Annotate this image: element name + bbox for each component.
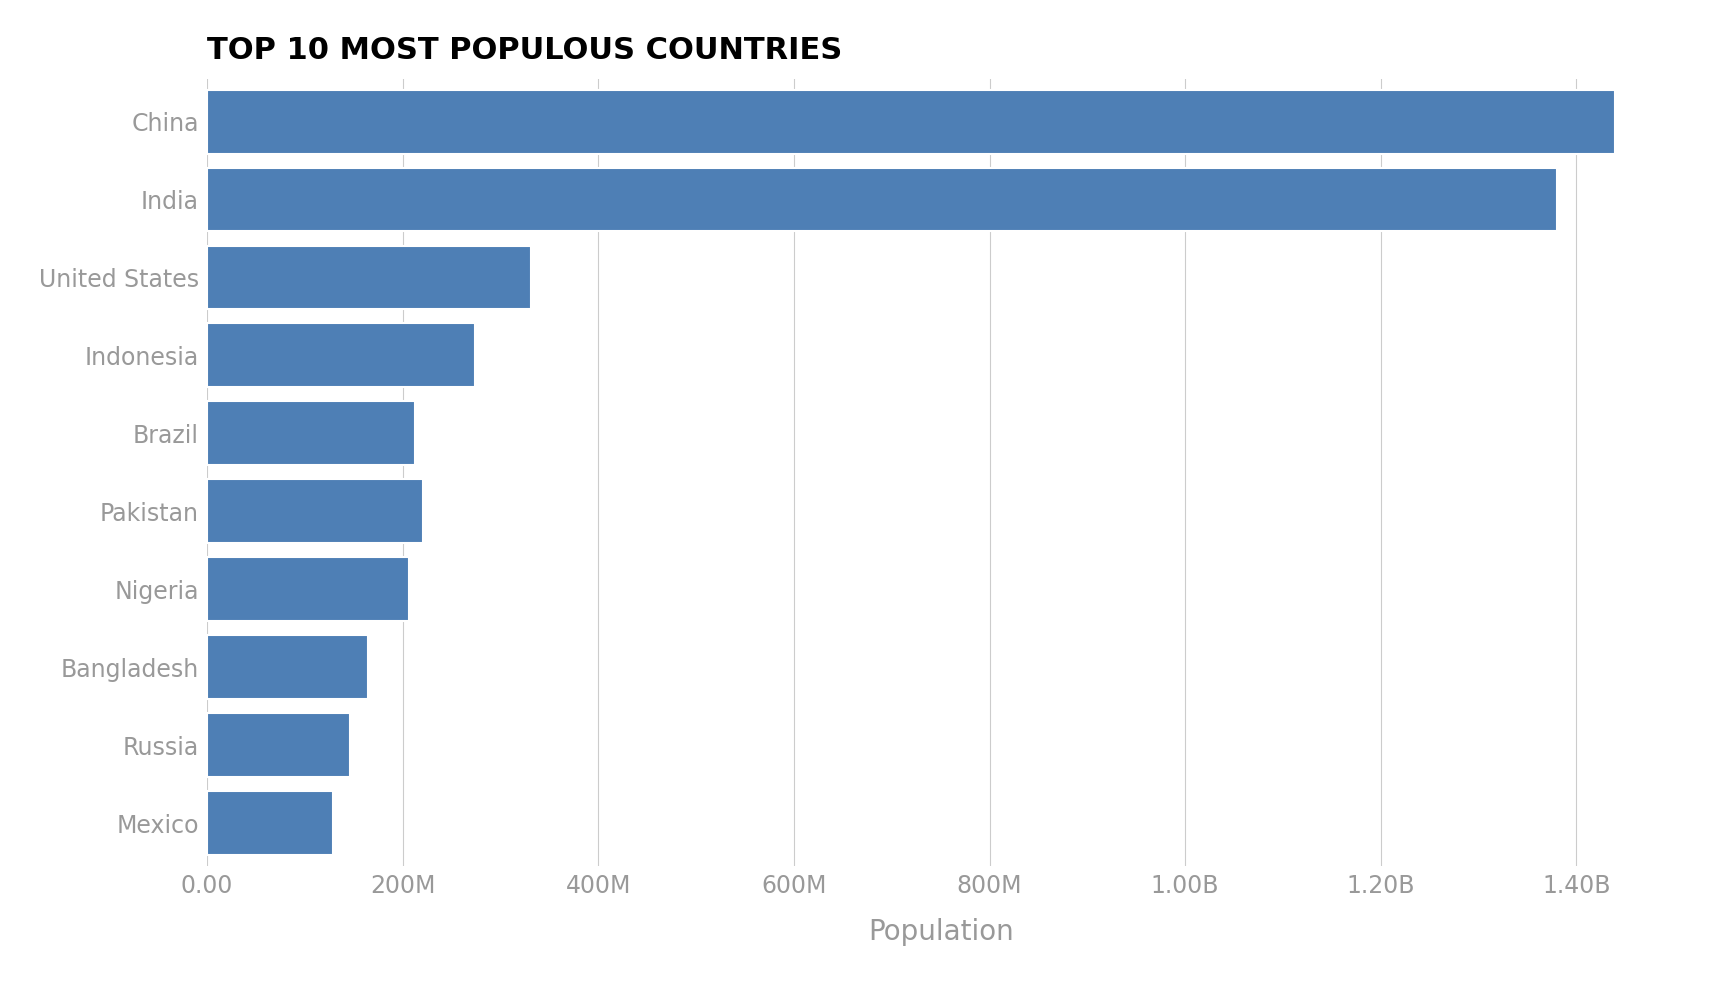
Bar — [207, 713, 350, 777]
Bar — [207, 557, 409, 621]
Bar — [207, 246, 532, 309]
Bar — [207, 401, 414, 465]
Text: TOP 10 MOST POPULOUS COUNTRIES: TOP 10 MOST POPULOUS COUNTRIES — [207, 36, 842, 65]
Bar — [207, 167, 1557, 231]
Bar — [207, 479, 423, 543]
Bar — [207, 324, 475, 388]
Bar — [207, 636, 368, 699]
Bar — [207, 791, 333, 855]
X-axis label: Population: Population — [868, 918, 1013, 946]
Bar — [207, 90, 1616, 154]
